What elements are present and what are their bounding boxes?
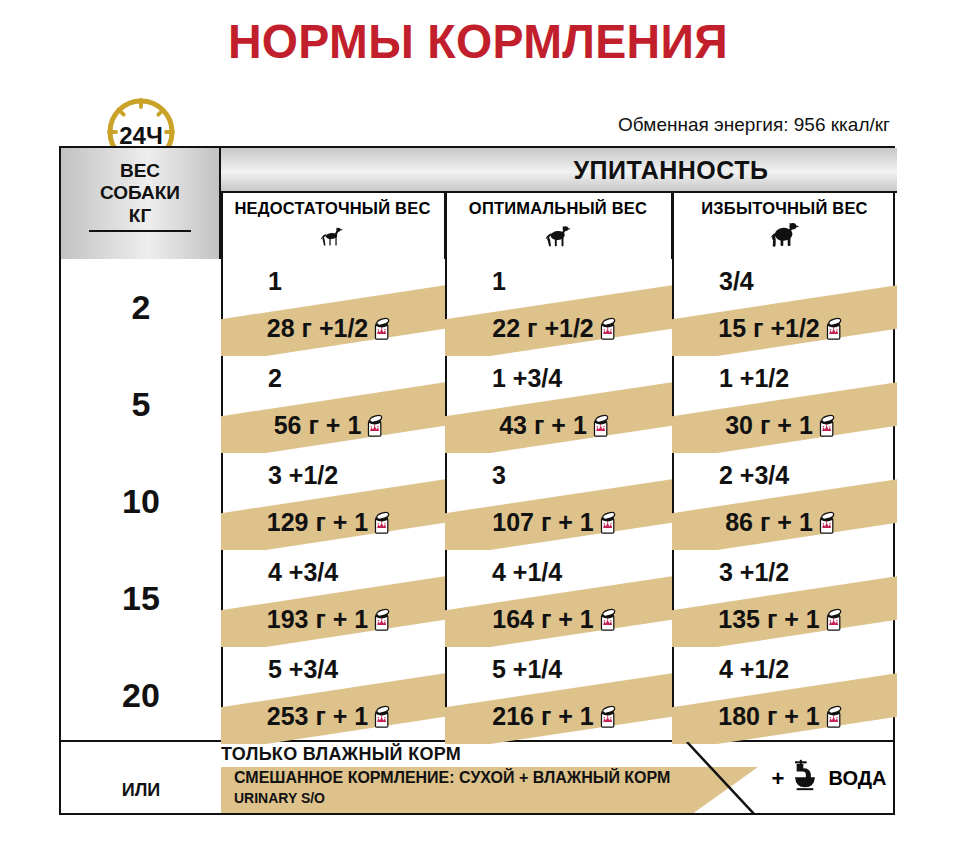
svg-text:24Ч: 24Ч bbox=[119, 122, 163, 149]
